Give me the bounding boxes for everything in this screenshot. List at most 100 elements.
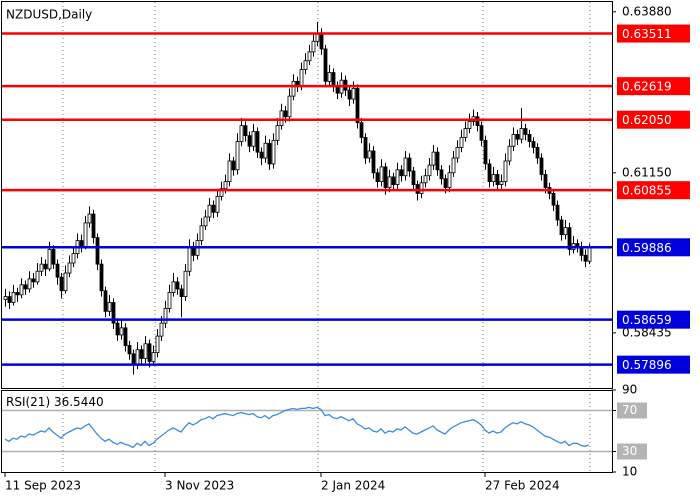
candle-body [555,204,560,221]
candle-body [15,292,20,296]
candle-body [71,253,76,264]
candle-body [11,292,16,303]
candle-body [147,343,152,362]
candle-body [67,262,72,274]
candle-body [207,204,212,218]
rsi-y-tick-label: 10 [622,465,637,479]
candle-body [159,322,164,337]
candle-body [87,213,92,224]
candle-body [507,145,512,162]
candle-body [259,151,264,159]
candle-body [251,131,256,147]
candle-body [167,292,172,309]
candle-body [287,95,292,118]
candle-body [447,172,452,188]
candle-body [203,216,208,227]
candle-body [527,134,532,142]
candle-body [475,116,480,126]
candle-body [575,243,580,247]
candle-body [223,181,228,190]
candle-body [171,281,176,293]
candle-body [519,128,524,140]
candle-body [143,343,148,359]
candle-body [379,166,384,183]
candle-body [43,263,48,270]
candle-body [427,164,432,177]
rsi-title: RSI(21) 36.5440 [6,395,104,409]
level-label-box [617,77,690,96]
level-label: 0.57896 [622,358,672,372]
level-label-box [617,24,690,43]
rsi-tick-box [617,443,647,460]
candle-body [483,139,488,165]
candle-body [239,125,244,142]
candle-body [39,263,44,272]
candle-body [347,89,352,100]
candle-body [515,134,520,140]
candle-body [187,246,192,272]
level-label: 0.62050 [622,113,672,127]
candle-body [215,195,220,213]
candle-body [31,278,36,283]
candle-body [487,163,492,183]
level-label: 0.60855 [622,184,672,198]
rsi-tick-box [617,402,647,419]
x-tick-label: 2 Jan 2024 [321,479,385,493]
candle-body [331,72,336,87]
candle-body [503,160,508,183]
candle-body [271,139,276,165]
level-label: 0.59886 [622,241,672,255]
candle-body [255,131,260,153]
candle-body [395,169,400,185]
candle-body [439,169,444,180]
candle-body [423,175,428,184]
candle-body [179,288,184,298]
level-label: 0.63511 [622,27,672,41]
candle-body [479,125,484,141]
candle-body [355,88,360,124]
candle-body [127,345,132,355]
candle-body [291,80,296,97]
candle-body [79,240,84,247]
candle-body [551,193,556,206]
candle-body [299,69,304,87]
candle-body [83,222,88,247]
candle-body [95,237,100,265]
candle-body [59,276,64,292]
candle-body [3,296,8,300]
level-label-box [617,110,690,129]
chart-title: NZDUSD,Daily [6,8,92,22]
candle-body [35,270,40,283]
candle-body [543,174,548,188]
candle-body [467,121,472,129]
level-label-box [617,181,690,200]
candle-body [351,88,356,100]
candle-body [267,142,272,165]
candle-body [243,125,248,137]
candle-body [63,272,68,292]
candle-body [387,176,392,188]
candle-body [399,169,404,177]
candle-body [451,157,456,174]
level-label-box [617,355,690,374]
y-tick-label: 0.58435 [622,325,672,339]
candle-body [151,352,156,362]
candle-body [175,281,180,290]
candle-body [119,327,124,336]
candle-body [23,284,28,290]
rsi-name: RSI(21) [6,395,50,409]
rsi-frame [1,390,613,473]
candle-body [587,246,592,262]
level-label: 0.58659 [622,313,672,327]
candle-body [535,147,540,159]
candle-body [211,204,216,213]
candle-body [363,136,368,159]
rsi-y-tick-label: 70 [622,403,637,417]
candle-body [499,181,504,185]
candle-body [319,33,324,50]
candle-body [539,157,544,175]
rsi-y-tick-label: 90 [622,383,637,397]
candle-body [583,254,588,262]
